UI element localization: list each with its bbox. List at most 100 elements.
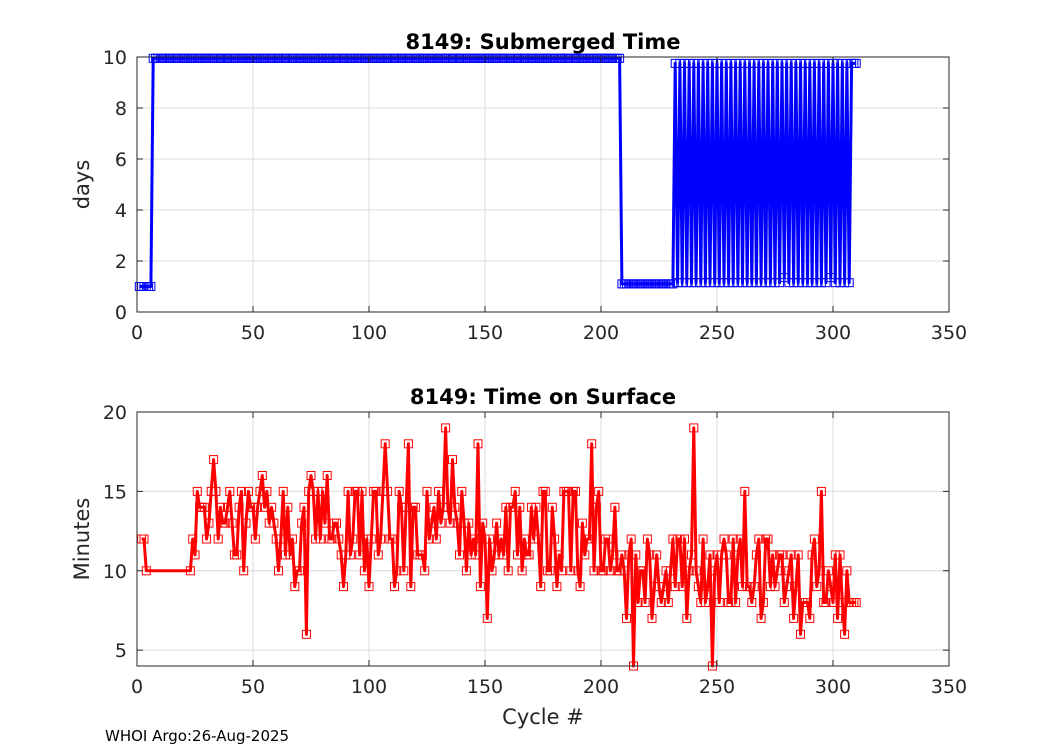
data-point — [190, 550, 200, 560]
data-point — [267, 502, 277, 512]
data-point — [615, 53, 625, 63]
data-point — [816, 278, 826, 288]
data-point — [459, 518, 469, 528]
data-point — [584, 534, 594, 544]
data-point — [489, 550, 499, 560]
data-point — [656, 598, 666, 607]
data-point — [680, 58, 689, 68]
data-point — [728, 278, 738, 288]
x-tick-label: 50 — [241, 322, 265, 344]
data-point — [807, 550, 817, 560]
data-point — [403, 439, 413, 449]
data-point — [392, 566, 402, 576]
data-point — [587, 439, 597, 449]
data-point — [271, 534, 281, 544]
y-tick-label: 20 — [103, 402, 127, 424]
data-point — [287, 534, 297, 544]
data-point — [833, 58, 843, 68]
data-point — [262, 486, 272, 496]
data-point — [703, 58, 713, 68]
data-point — [640, 598, 650, 607]
data-point — [526, 502, 536, 512]
data-point — [436, 518, 446, 528]
data-point — [782, 582, 792, 592]
data-point — [779, 598, 789, 607]
data-point — [777, 550, 787, 560]
y-tick-label: 10 — [103, 47, 127, 69]
data-point — [809, 58, 819, 68]
data-point — [731, 58, 741, 68]
data-point — [772, 58, 782, 68]
y-tick-label: 15 — [103, 481, 127, 503]
data-point — [455, 550, 464, 560]
data-point — [429, 502, 439, 512]
series-markers — [134, 53, 861, 291]
data-point — [821, 598, 831, 607]
data-point — [698, 58, 708, 68]
data-point — [663, 598, 673, 607]
data-point — [494, 550, 504, 560]
data-point — [580, 550, 590, 560]
data-point — [283, 502, 293, 512]
data-point — [223, 502, 232, 512]
data-point — [373, 550, 383, 560]
data-point — [719, 534, 729, 544]
data-point — [745, 58, 754, 68]
data-point — [793, 550, 803, 560]
x-tick-label: 0 — [131, 676, 143, 698]
data-point — [765, 582, 775, 592]
data-point — [763, 534, 773, 544]
data-point — [457, 486, 467, 496]
data-point — [840, 629, 850, 639]
data-point — [318, 486, 328, 496]
data-point — [733, 278, 743, 288]
data-point — [756, 278, 766, 288]
data-point — [441, 423, 451, 433]
data-point — [763, 58, 773, 68]
data-point — [499, 550, 509, 560]
data-point — [747, 598, 757, 607]
data-point — [833, 613, 843, 623]
x-tick-label: 350 — [931, 676, 967, 698]
y-tick-label: 10 — [103, 561, 127, 583]
data-point — [789, 278, 799, 288]
data-point — [206, 486, 216, 496]
data-point — [438, 502, 448, 512]
data-point — [798, 278, 808, 288]
data-point — [485, 534, 495, 544]
data-point — [573, 566, 583, 576]
data-point — [826, 582, 836, 592]
data-point — [540, 486, 550, 496]
data-point — [645, 550, 655, 560]
y-tick-label: 6 — [115, 149, 127, 171]
data-point — [260, 502, 270, 512]
data-point — [359, 566, 369, 576]
data-point — [851, 58, 861, 68]
x-tick-label: 100 — [351, 322, 387, 344]
data-point — [285, 550, 295, 560]
x-tick-label: 150 — [467, 676, 503, 698]
data-point — [805, 613, 815, 623]
data-point — [784, 278, 794, 288]
data-point — [691, 278, 701, 288]
data-point — [728, 534, 738, 544]
data-point — [213, 534, 223, 544]
data-point — [680, 534, 689, 544]
data-point — [809, 534, 819, 544]
data-point — [731, 598, 741, 607]
data-point — [239, 566, 249, 576]
data-point — [589, 566, 599, 576]
data-point — [684, 58, 694, 68]
data-point — [670, 58, 680, 68]
data-point — [466, 550, 476, 560]
data-point — [306, 471, 316, 480]
data-point — [371, 486, 381, 496]
y-tick-label: 0 — [115, 302, 127, 324]
data-point — [406, 582, 416, 592]
data-point — [837, 58, 847, 68]
data-point — [297, 518, 307, 528]
data-point — [789, 613, 799, 623]
data-point — [803, 598, 812, 607]
data-point — [445, 518, 455, 528]
data-point — [513, 550, 522, 560]
